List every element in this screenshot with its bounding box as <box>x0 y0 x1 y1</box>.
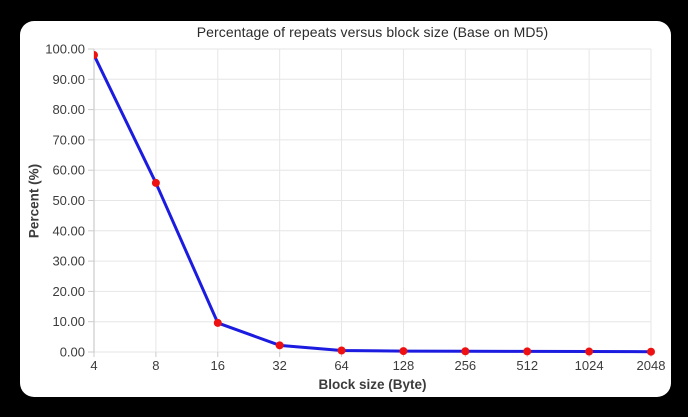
x-tick-label: 16 <box>211 358 225 373</box>
data-point <box>151 178 160 187</box>
x-axis-title: Block size (Byte) <box>318 377 427 392</box>
data-point <box>213 318 222 327</box>
y-tick-label: 30.00 <box>52 254 85 269</box>
x-tick-label: 64 <box>334 358 348 373</box>
x-tick-label: 4 <box>90 358 97 373</box>
line-chart-plot: 0.00 10.00 20.00 30.00 40.00 50.00 60.00 70.00 8… <box>45 42 666 374</box>
data-point <box>399 347 408 356</box>
y-tick-label: 90.00 <box>52 72 85 87</box>
x-tick-label: 256 <box>454 358 476 373</box>
data-line <box>94 53 653 354</box>
y-tick-label: 20.00 <box>52 284 85 299</box>
y-tick-label: 10.00 <box>52 314 85 329</box>
x-tick-label: 2048 <box>637 358 666 373</box>
y-tick-label: 70.00 <box>52 132 85 147</box>
chart-card: Percentage of repeats versus block size … <box>20 21 671 397</box>
chart-title: Percentage of repeats versus block size … <box>196 24 549 40</box>
y-tick-label: 100.00 <box>45 42 85 57</box>
data-point <box>523 347 532 356</box>
y-tick-label: 40.00 <box>52 223 85 238</box>
data-point <box>275 341 284 350</box>
series-group <box>94 51 655 356</box>
x-tick-label: 512 <box>516 358 538 373</box>
x-tick-label: 1024 <box>575 358 604 373</box>
x-tick-label: 128 <box>393 358 415 373</box>
x-tick-label: 8 <box>152 358 159 373</box>
data-point <box>337 346 346 355</box>
y-tick-label: 60.00 <box>52 163 85 178</box>
data-point <box>94 51 98 60</box>
y-tick-label: 0.00 <box>60 345 85 360</box>
y-tick-label: 80.00 <box>52 102 85 117</box>
x-tick-label: 32 <box>272 358 286 373</box>
data-point <box>647 347 655 356</box>
data-point <box>585 347 594 356</box>
data-point <box>461 347 470 356</box>
y-tick-label: 50.00 <box>52 193 85 208</box>
